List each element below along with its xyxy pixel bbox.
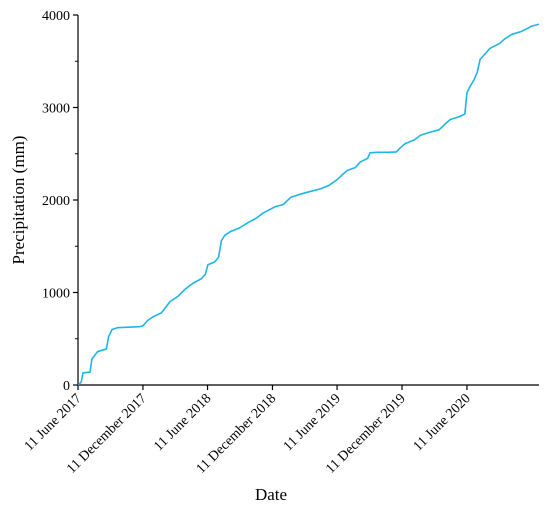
x-tick-label: 11 June 2019 [281,391,344,454]
precipitation-series-line [77,23,540,386]
plot-frame [77,15,539,386]
x-axis-label: Date [255,485,287,504]
x-tick-label: 11 June 2017 [22,391,85,454]
y-tick-label: 2000 [42,194,70,209]
y-tick-label: 0 [63,379,70,394]
y-tick-label: 1000 [42,287,70,302]
y-tick-label: 3000 [42,102,70,117]
x-tick-label: 11 June 2018 [151,391,214,454]
y-axis-label: Precipitation (mm) [9,136,28,265]
y-axis: 0 1000 2000 3000 4000 [42,9,78,394]
series-layer [77,23,540,386]
x-tick-label: 11 June 2020 [411,391,474,454]
y-tick-label: 4000 [42,9,70,24]
